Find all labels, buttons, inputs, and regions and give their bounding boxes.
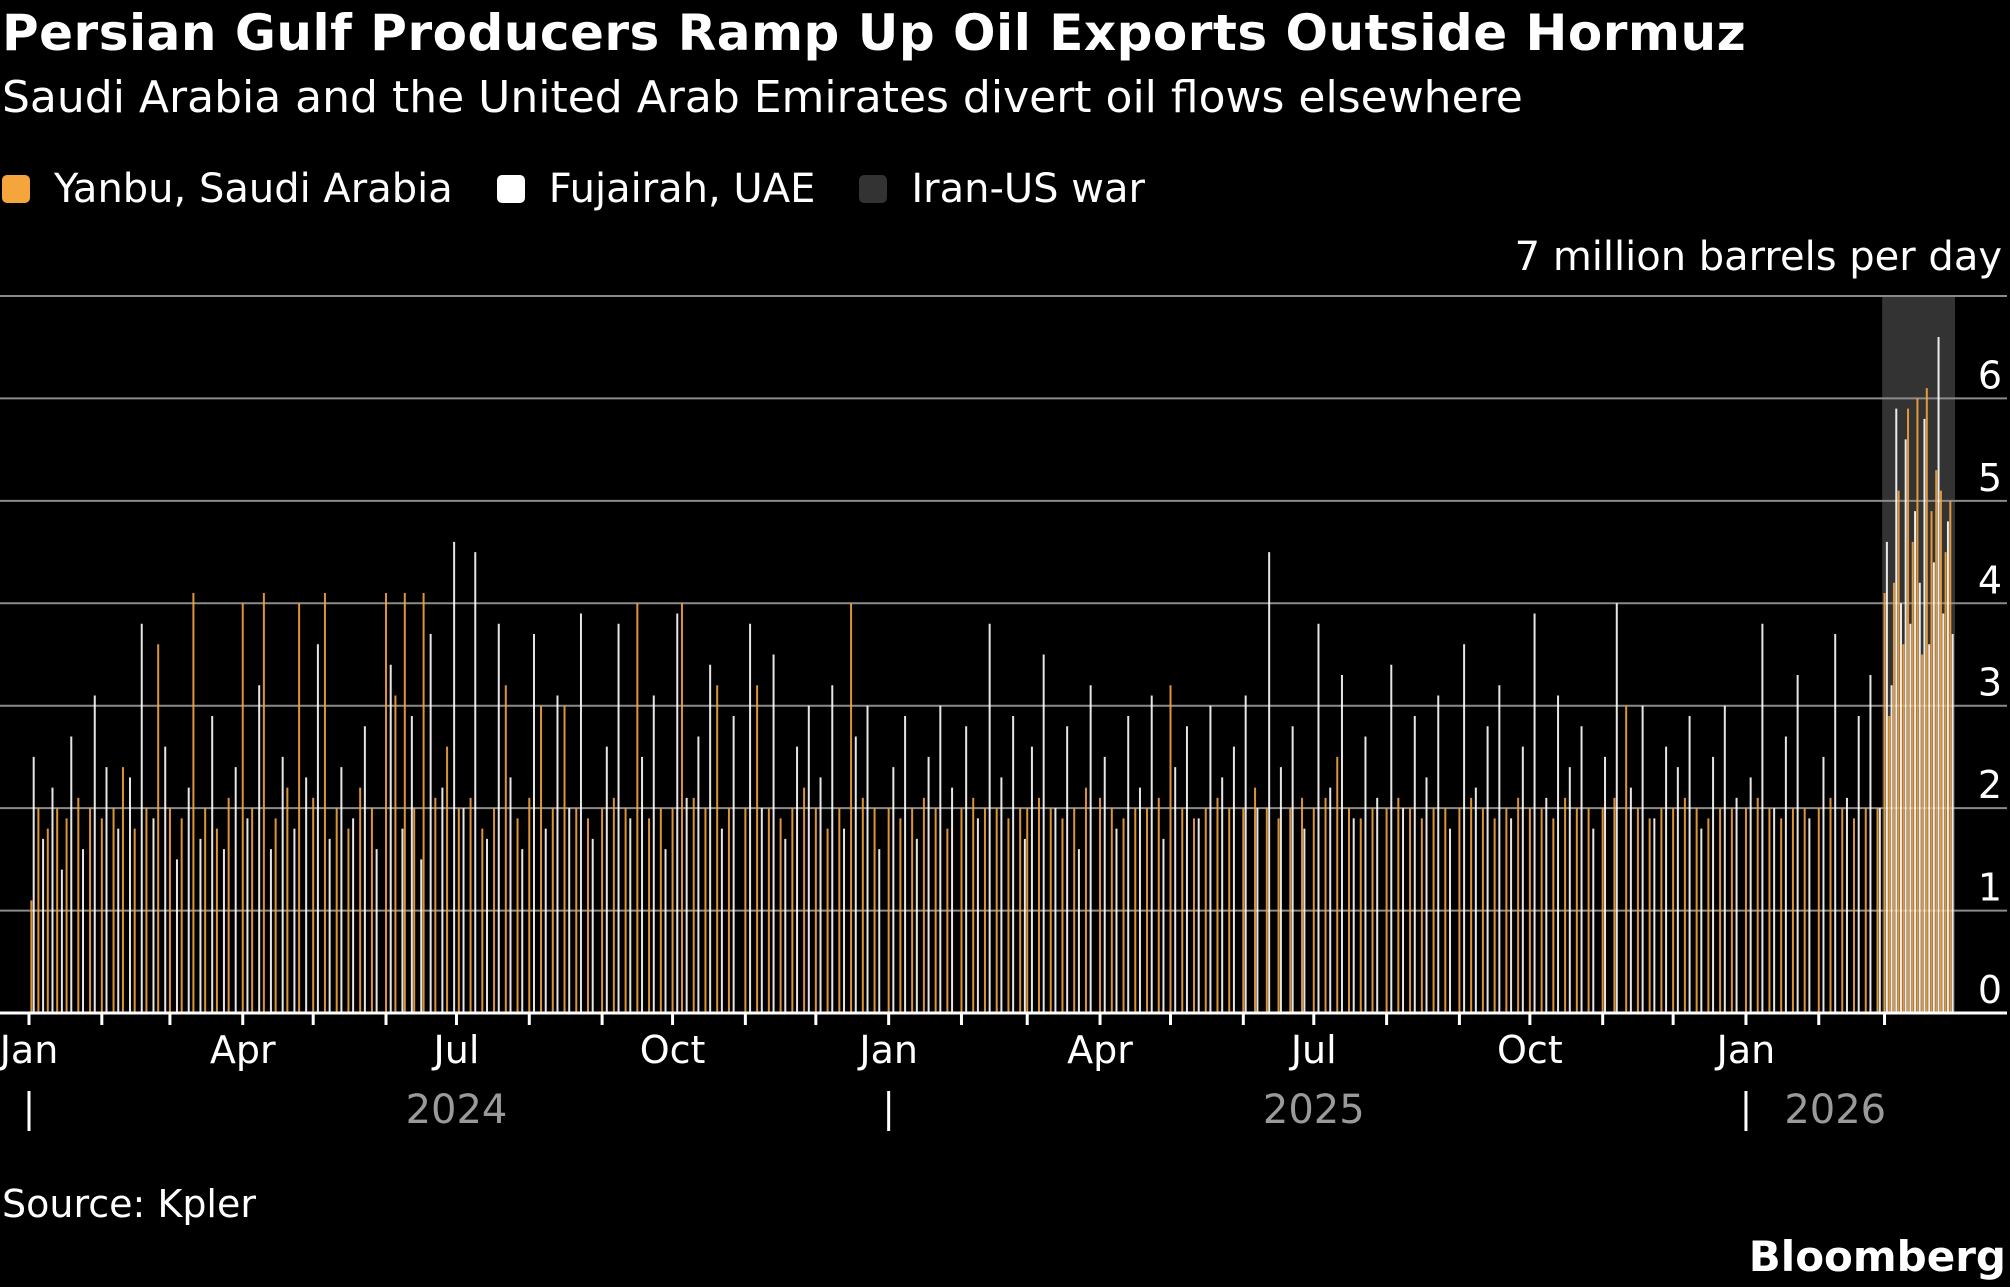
y-tick-label: 3 [1978,661,2002,705]
chart-legend: Yanbu, Saudi Arabia Fujairah, UAE Iran-U… [2,163,1189,215]
legend-swatch-fujairah [496,175,525,203]
x-tick-label: Oct [1497,1028,1563,1072]
legend-item-fujairah: Fujairah, UAE [496,166,816,212]
y-tick-label: 5 [1978,456,2002,500]
x-tick-label: Jan [1715,1028,1776,1072]
chart-subtitle: Saudi Arabia and the United Arab Emirate… [2,72,1523,123]
legend-swatch-yanbu [2,175,30,203]
x-tick-label: Apr [1067,1028,1133,1072]
chart-title: Persian Gulf Producers Ramp Up Oil Expor… [2,4,1747,62]
legend-label-iran-us-war: Iran-US war [911,166,1145,212]
legend-label-yanbu: Yanbu, Saudi Arabia [54,166,453,212]
y-tick-label: 0 [1978,968,2002,1012]
y-tick-label: 4 [1978,558,2002,602]
y-tick-label: 1 [1978,866,2002,910]
year-label: 2025 [1263,1087,1365,1133]
bloomberg-logo: Bloomberg [1748,1232,2006,1281]
x-tick-label: Jul [432,1028,480,1072]
y-tick-label: 6 [1978,353,2002,397]
y-axis-unit-label: 7 million barrels per day [1514,234,2002,280]
x-tick-label: Jan [857,1028,918,1072]
year-label: 2026 [1784,1087,1886,1133]
legend-label-fujairah: Fujairah, UAE [548,166,816,212]
y-tick-label: 2 [1978,763,2002,807]
x-tick-label: Jan [0,1028,58,1072]
legend-item-iran-us-war: Iran-US war [859,166,1145,212]
legend-item-yanbu: Yanbu, Saudi Arabia [2,166,453,212]
year-label: 2024 [406,1087,508,1133]
source-note: Source: Kpler [2,1182,256,1226]
legend-swatch-iran-us-war [859,175,888,203]
x-tick-label: Apr [210,1028,276,1072]
x-tick-label: Oct [640,1028,706,1072]
bar-chart: 0 1 2 3 4 5 6 Jan Apr Jul Oct Jan Apr Jul Oct Jan 2024 20… [0,295,2007,1133]
x-tick-label: Jul [1289,1028,1337,1072]
